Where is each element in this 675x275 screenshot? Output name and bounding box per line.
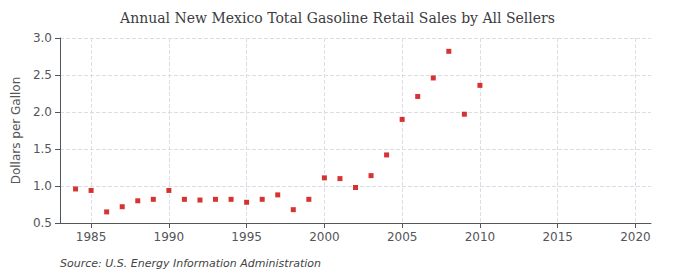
- svg-text:Dollars per Gallon: Dollars per Gallon: [9, 77, 23, 185]
- svg-text:1985: 1985: [76, 230, 107, 244]
- svg-text:2.5: 2.5: [33, 68, 52, 82]
- svg-text:0.5: 0.5: [33, 216, 52, 230]
- svg-text:Annual New Mexico Total Gasoli: Annual New Mexico Total Gasoline Retail …: [119, 10, 555, 26]
- svg-text:2.0: 2.0: [33, 105, 52, 119]
- svg-text:1.0: 1.0: [33, 179, 52, 193]
- svg-text:3.0: 3.0: [33, 31, 52, 45]
- svg-text:2005: 2005: [387, 230, 418, 244]
- svg-text:2015: 2015: [542, 230, 573, 244]
- svg-text:Source: U.S. Energy Informatio: Source: U.S. Energy Information Administ…: [60, 257, 321, 270]
- svg-text:1995: 1995: [231, 230, 262, 244]
- svg-text:2010: 2010: [465, 230, 496, 244]
- svg-text:2000: 2000: [309, 230, 340, 244]
- svg-text:1.5: 1.5: [33, 142, 52, 156]
- svg-text:1990: 1990: [154, 230, 185, 244]
- svg-text:2020: 2020: [620, 230, 651, 244]
